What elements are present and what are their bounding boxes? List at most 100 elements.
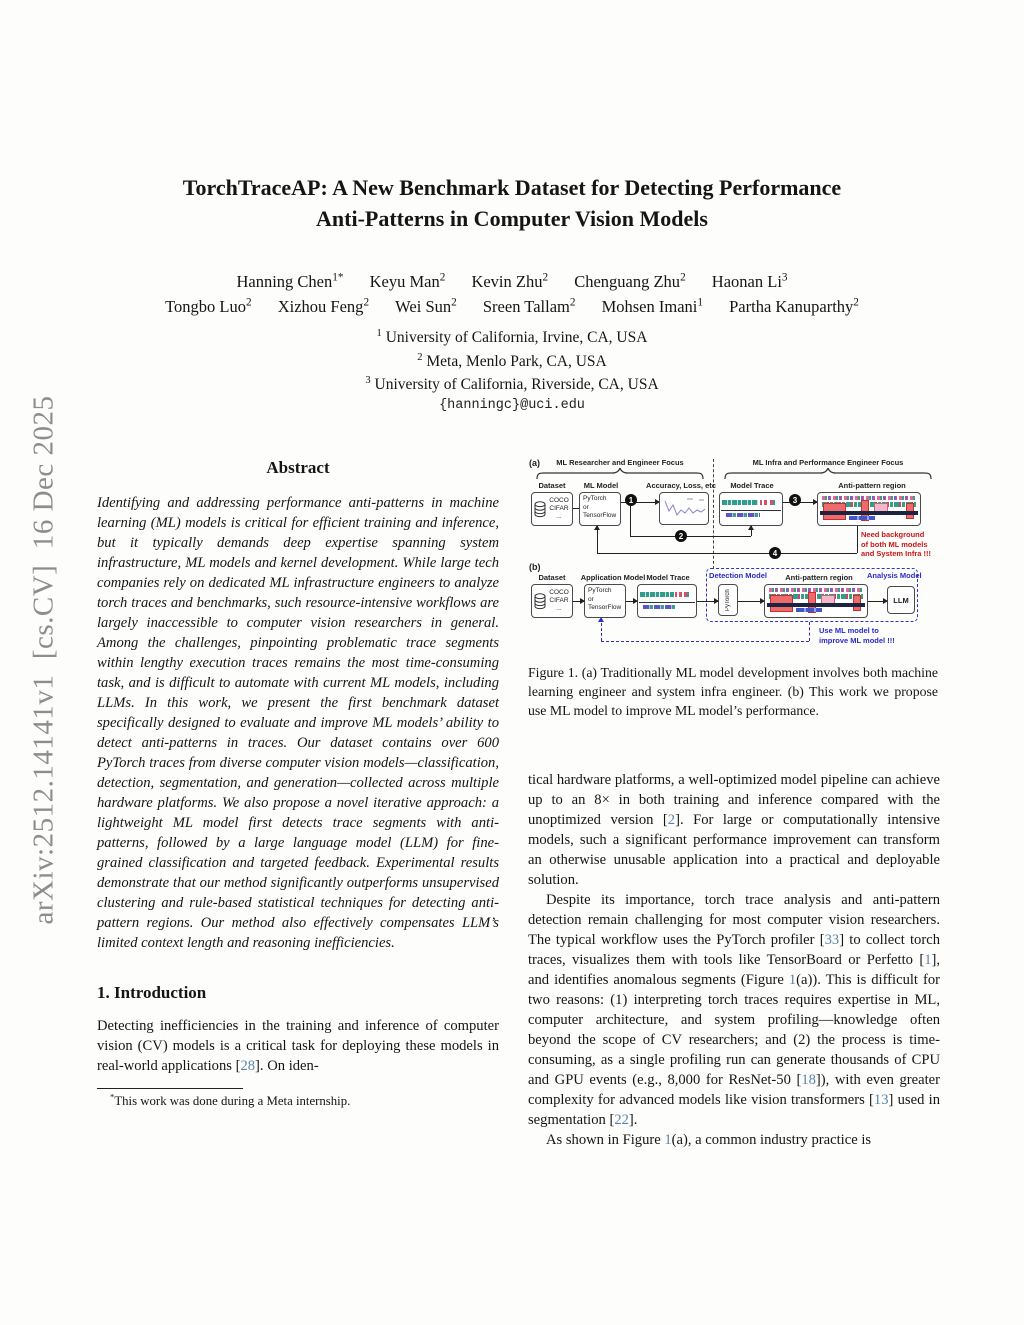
panel-b-feedback-text: Use ML model to improve ML model !!! bbox=[819, 626, 895, 645]
author-affil-mark: 2 bbox=[680, 271, 686, 284]
panel-b-analysis-model-label: Analysis Model bbox=[867, 571, 922, 580]
panel-b-dataset-label: Dataset bbox=[538, 573, 566, 582]
arrow-dataset-to-model bbox=[573, 508, 579, 510]
paper-title-line1: TorchTraceAP: A New Benchmark Dataset fo… bbox=[182, 175, 842, 200]
author-name: Keyu Man bbox=[369, 272, 440, 291]
author-name: Mohsen Imani bbox=[601, 297, 698, 316]
step-4-line-down bbox=[857, 526, 859, 553]
affiliation: 2 Meta, Menlo Park, CA, USA bbox=[0, 350, 1024, 374]
author-list: Hanning Chen1* Keyu Man2 Kevin Zhu2 Chen… bbox=[0, 269, 1024, 319]
body-paragraph: Despite its importance, torch trace anal… bbox=[528, 890, 940, 1130]
author-name: Kevin Zhu bbox=[471, 272, 543, 291]
author: Kevin Zhu2 bbox=[471, 272, 548, 291]
citation-link[interactable]: 18 bbox=[801, 1072, 816, 1088]
text-run: (a)). This is difficult for two reasons:… bbox=[528, 972, 940, 1088]
affiliation-text: University of California, Irvine, CA, US… bbox=[385, 329, 648, 346]
anti-pattern-trace-visualization bbox=[820, 495, 918, 523]
author-row-1: Hanning Chen1* Keyu Man2 Kevin Zhu2 Chen… bbox=[0, 269, 1024, 294]
citation-link[interactable]: 28 bbox=[240, 1058, 256, 1074]
text-run: ] used in segmentation [ bbox=[528, 1092, 940, 1128]
citation-link[interactable]: 2 bbox=[667, 812, 676, 828]
panel-b-llm-box: LLM bbox=[887, 586, 915, 614]
trace-visualization bbox=[720, 493, 782, 525]
author: Keyu Man2 bbox=[370, 272, 446, 291]
author-name: Haonan Li bbox=[711, 272, 782, 291]
author: Xizhou Feng2 bbox=[278, 297, 369, 316]
text-run: (a), a common industry practice is bbox=[671, 1132, 872, 1148]
author-name: Xizhou Feng bbox=[277, 297, 364, 316]
footnote: *This work was done during a Meta intern… bbox=[97, 1088, 499, 1109]
citation-link[interactable]: 13 bbox=[873, 1092, 889, 1108]
panel-b-anti-pattern-box bbox=[764, 584, 868, 618]
arrow-model-to-accuracy bbox=[621, 499, 660, 506]
panel-a-accuracy-box bbox=[659, 492, 709, 525]
text-run: Despite its importance, torch trace anal… bbox=[528, 892, 940, 948]
contact-email[interactable]: {hanningc}@uci.edu bbox=[439, 398, 585, 413]
feedback-line-up bbox=[809, 622, 810, 641]
abstract-heading: Abstract bbox=[266, 458, 330, 477]
loss-curve-chart bbox=[664, 498, 706, 516]
arrow-b-antipattern-to-llm bbox=[868, 598, 888, 605]
trace-visualization bbox=[638, 585, 696, 617]
figure-1: (a) ML Researcher and Engineer Focus ML … bbox=[527, 456, 939, 658]
author-affil-mark: 2 bbox=[569, 296, 576, 309]
author-affil-mark: 2 bbox=[542, 271, 549, 284]
brace-left bbox=[536, 468, 704, 480]
step-2-line-across bbox=[630, 536, 751, 538]
text-run: ]. On iden- bbox=[255, 1058, 319, 1074]
step-4-line-across bbox=[597, 553, 857, 555]
abstract-text: Identifying and addressing performance a… bbox=[97, 495, 499, 951]
text-run: ]), with even greater complexity for adv… bbox=[528, 1072, 941, 1108]
step-3-badge: 3 bbox=[789, 494, 801, 506]
panel-b-llm-text: LLM bbox=[893, 595, 909, 605]
author-name: Wei Sun bbox=[395, 297, 452, 316]
database-icon bbox=[534, 500, 546, 517]
author: Mohsen Imani1 bbox=[602, 297, 703, 316]
panel-b-detection-model-label: Detection Model bbox=[709, 571, 767, 580]
panel-a-dataset-box: COCO CIFAR ... bbox=[531, 492, 573, 526]
affiliation-mark: 2 bbox=[417, 351, 423, 363]
body-paragraph: As shown in Figure 1(a), a common indust… bbox=[528, 1130, 940, 1150]
author: Hanning Chen1* bbox=[236, 272, 343, 291]
author: Wei Sun2 bbox=[395, 297, 457, 316]
step-2-badge: 2 bbox=[675, 530, 687, 542]
footnote-text: *This work was done during a Meta intern… bbox=[97, 1092, 499, 1109]
author: Haonan Li3 bbox=[712, 272, 788, 291]
author: Partha Kanuparthy2 bbox=[729, 297, 859, 316]
citation-link[interactable]: 1 bbox=[924, 952, 932, 968]
panel-b-application-model-label: Application Model bbox=[580, 573, 646, 582]
panel-a-model-trace-label: Model Trace bbox=[730, 481, 774, 490]
citation-link[interactable]: 33 bbox=[824, 932, 840, 948]
citation-link[interactable]: 22 bbox=[614, 1112, 629, 1128]
text-run: As shown in Figure bbox=[546, 1132, 665, 1148]
panel-b-application-model-box: PyTorch or TensorFlow bbox=[584, 584, 626, 618]
citation-link[interactable]: 1 bbox=[664, 1132, 672, 1148]
panel-b-detection-model-text: PyTorch bbox=[725, 589, 731, 611]
step-2-line-up bbox=[748, 525, 755, 536]
author-row-2: Tongbo Luo2 Xizhou Feng2 Wei Sun2 Sreen … bbox=[0, 294, 1024, 319]
feedback-line-down bbox=[597, 617, 604, 641]
affiliation-list: 1 University of California, Irvine, CA, … bbox=[0, 326, 1024, 397]
affiliation-mark: 3 bbox=[365, 374, 371, 386]
citation-link[interactable]: 1 bbox=[788, 972, 797, 988]
text-run: ], and identifies anomalous segments (Fi… bbox=[528, 952, 940, 988]
panel-a-left-scope-label: ML Researcher and Engineer Focus bbox=[556, 458, 684, 467]
arrow-b-dataset-to-app bbox=[573, 598, 585, 605]
author-affil-mark: 2 bbox=[363, 296, 370, 309]
anti-pattern-trace-visualization bbox=[767, 587, 865, 615]
affiliation-text: Meta, Menlo Park, CA, USA bbox=[426, 352, 607, 370]
panel-a-anti-pattern-box bbox=[817, 492, 921, 526]
panel-a-model-trace-box bbox=[719, 492, 783, 526]
panel-b-dataset-box: COCO CIFAR ... bbox=[531, 584, 573, 618]
affiliation-mark: 1 bbox=[376, 327, 382, 339]
brace-right bbox=[724, 468, 932, 480]
right-column: tical hardware platforms, a well-optimiz… bbox=[528, 770, 940, 1150]
author-affil-mark: 1 bbox=[697, 296, 703, 309]
panel-b-anti-pattern-label: Anti-pattern region bbox=[785, 573, 853, 582]
database-icon bbox=[534, 592, 546, 609]
panel-a-ml-model-label: ML Model bbox=[583, 481, 619, 490]
arrow-b-trace-to-detection bbox=[697, 598, 719, 605]
text-run: ]. bbox=[628, 1112, 638, 1128]
panel-a-right-scope-label: ML Infra and Performance Engineer Focus bbox=[752, 458, 904, 467]
